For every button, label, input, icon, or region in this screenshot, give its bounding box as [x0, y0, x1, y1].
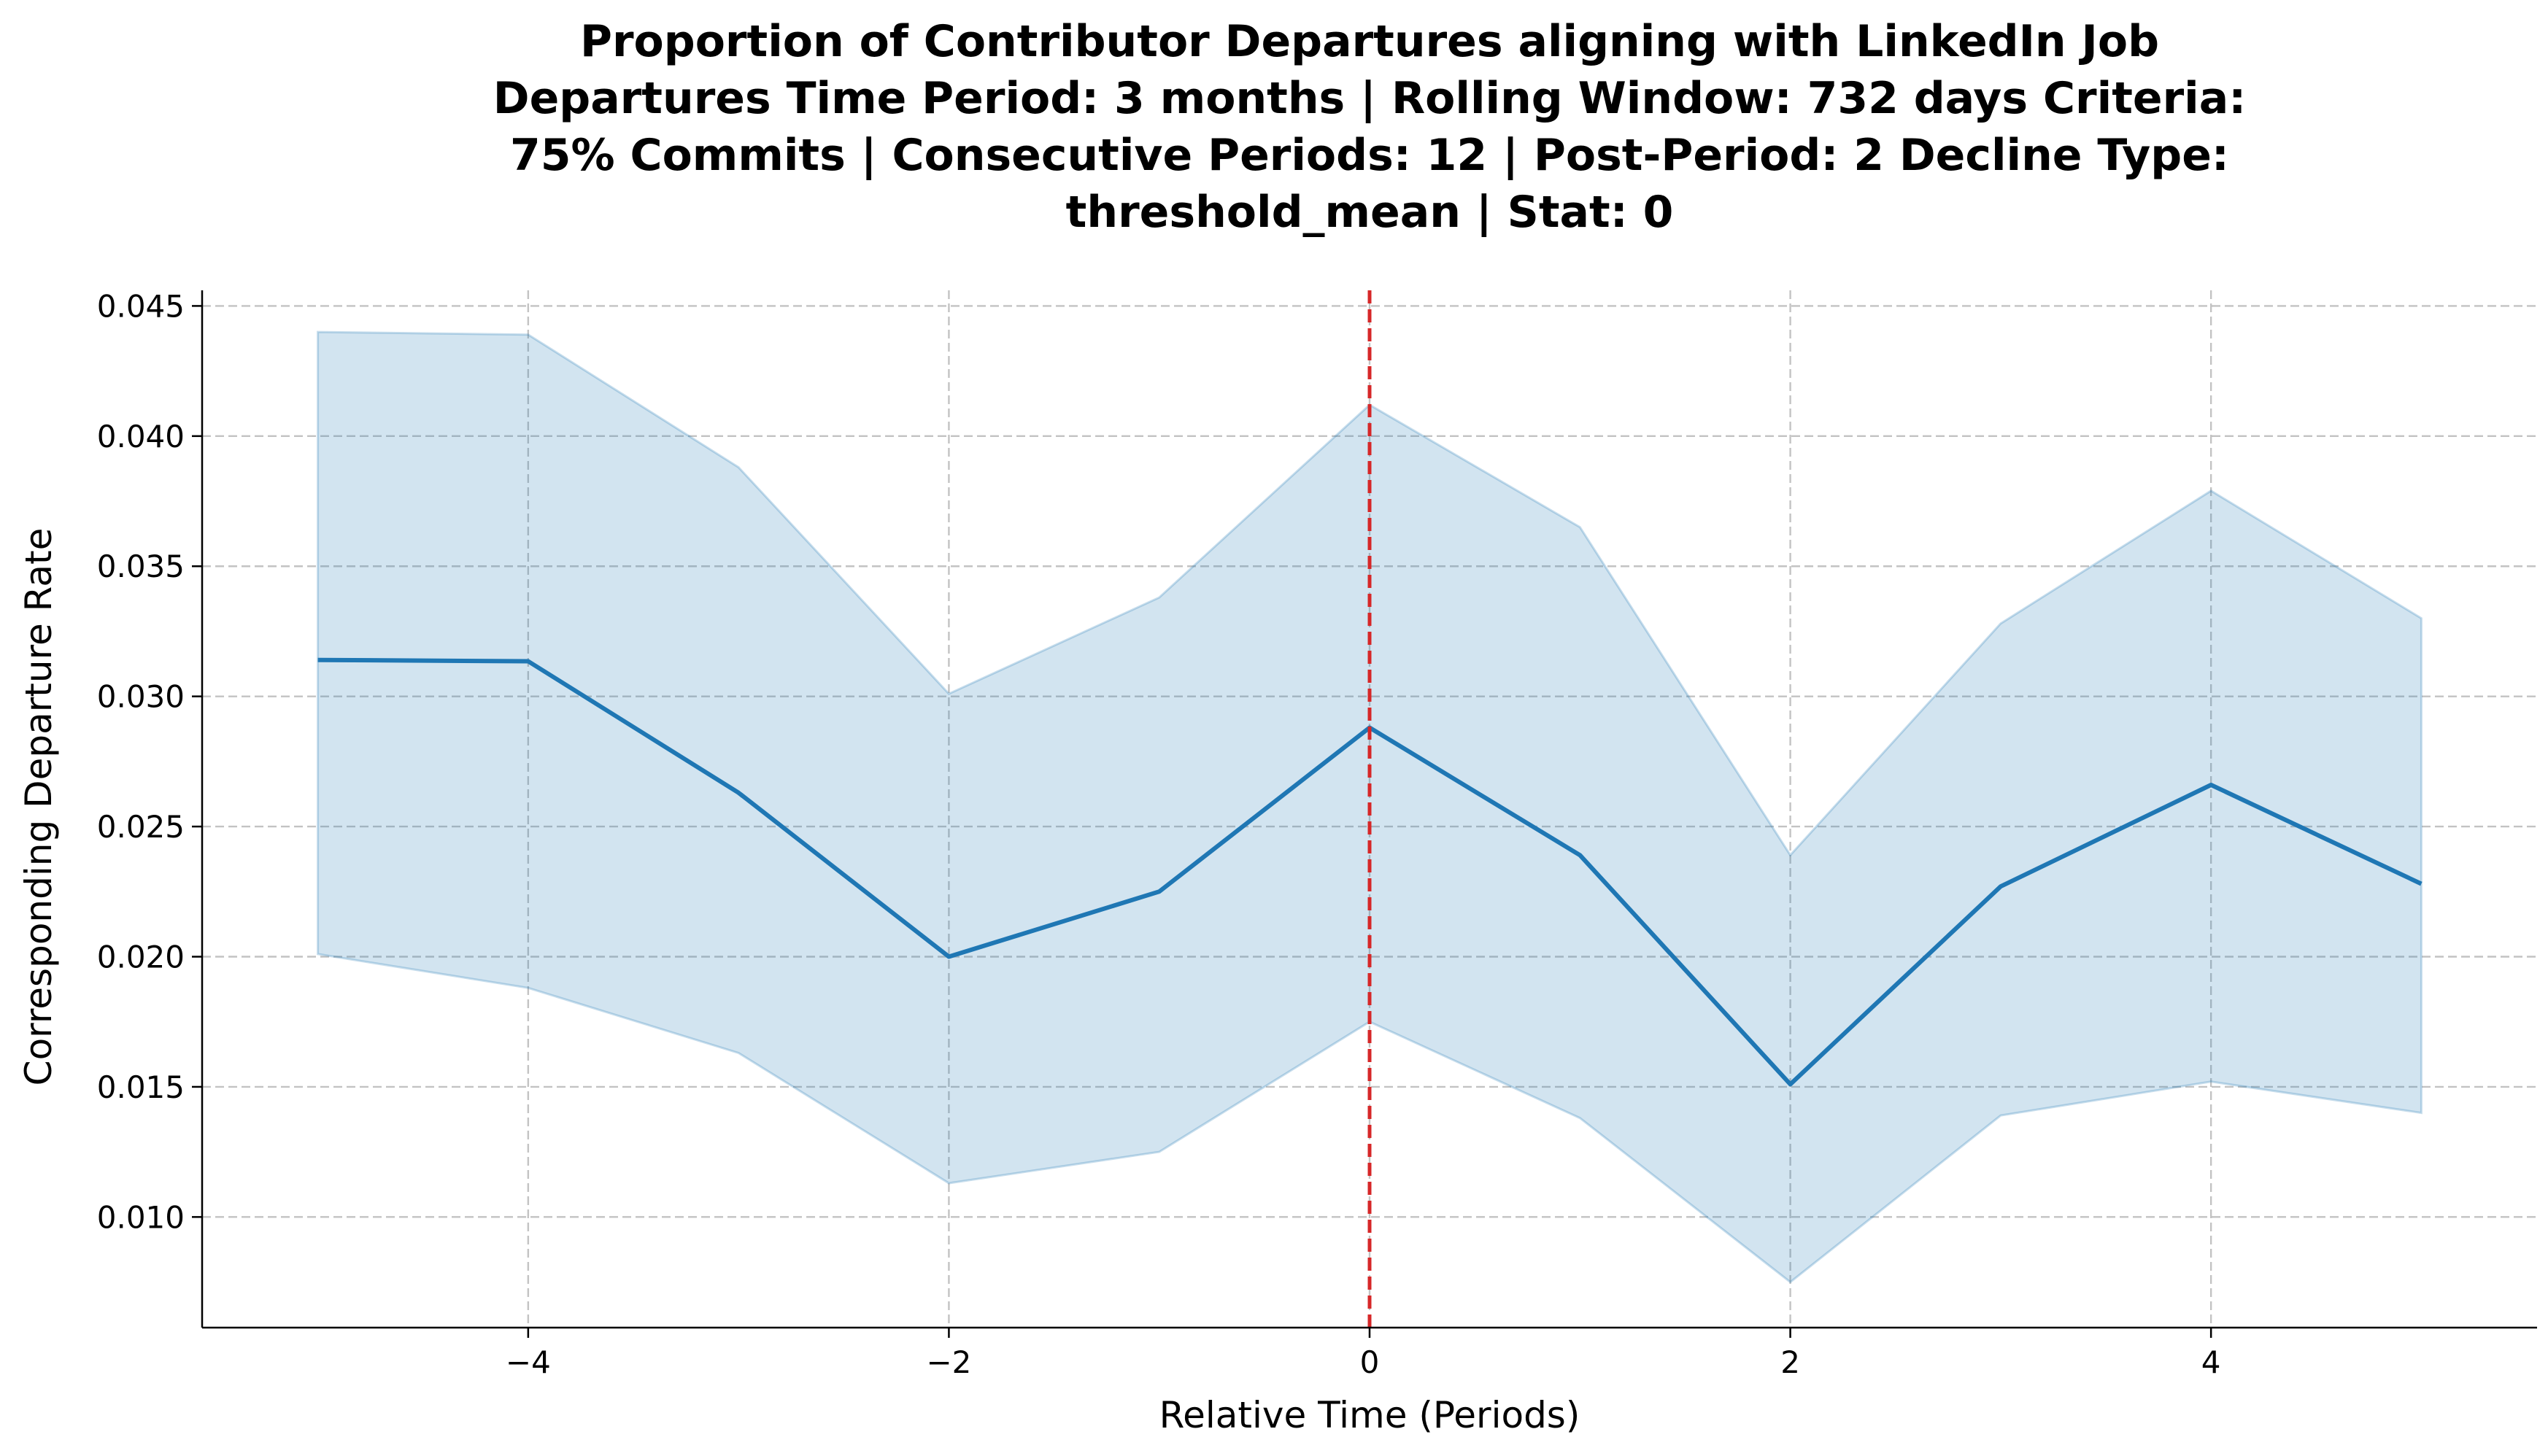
title-line-4: threshold_mean | Stat: 0: [1066, 187, 1674, 238]
x-tick-label-2: 0: [1360, 1344, 1380, 1380]
x-axis-label: Relative Time (Periods): [1159, 1394, 1580, 1436]
x-tick-label-4: 4: [2201, 1344, 2221, 1380]
title-line-1: Proportion of Contributor Departures ali…: [580, 16, 2159, 67]
y-tick-label-0: 0.010: [97, 1199, 185, 1235]
title-line-3: 75% Commits | Consecutive Periods: 12 | …: [510, 130, 2229, 181]
x-tick-label-1: −2: [926, 1344, 971, 1380]
y-tick-label-2: 0.020: [97, 940, 185, 975]
y-axis-label: Corresponding Departure Rate: [18, 528, 60, 1086]
y-axis-ticks: 0.010 0.015 0.020 0.025 0.030 0.035 0.040 0.045: [97, 288, 202, 1235]
x-axis-ticks: −4 −2 0 2 4: [506, 1328, 2221, 1380]
y-tick-label-1: 0.015: [97, 1069, 185, 1105]
x-tick-label-3: 2: [1780, 1344, 1800, 1380]
x-tick-label-0: −4: [506, 1344, 551, 1380]
y-tick-label-5: 0.035: [97, 549, 185, 584]
y-tick-label-3: 0.025: [97, 809, 185, 845]
y-tick-label-4: 0.030: [97, 679, 185, 715]
chart-title: Proportion of Contributor Departures ali…: [493, 16, 2246, 238]
grid: [202, 290, 2537, 1328]
y-tick-label-7: 0.045: [97, 288, 185, 324]
y-tick-label-6: 0.040: [97, 419, 185, 454]
title-line-2: Departures Time Period: 3 months | Rolli…: [493, 73, 2246, 124]
